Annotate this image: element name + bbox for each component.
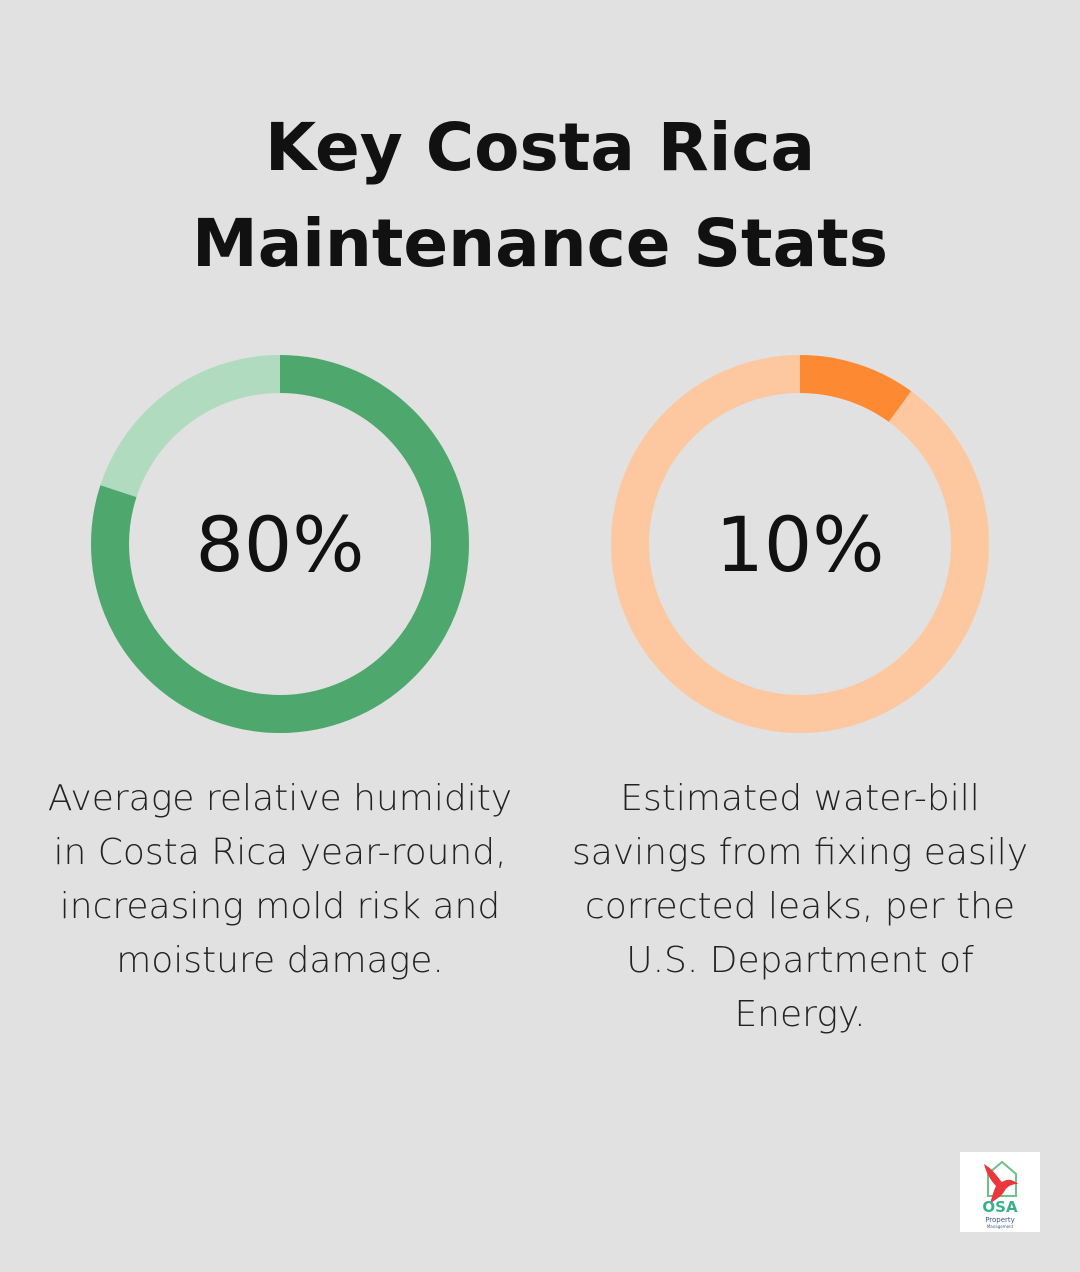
title-line-2: Maintenance Stats bbox=[192, 205, 888, 282]
leak-description: Estimated water-bill savings from fixing… bbox=[571, 778, 1029, 1035]
svg-text:Property: Property bbox=[985, 1216, 1015, 1224]
humidity-description: Average relative humidity in Costa Rica … bbox=[47, 778, 513, 981]
donut-value-arc bbox=[611, 355, 989, 733]
leak-savings-donut: 10% bbox=[611, 355, 989, 733]
osa-logo: OSA Property Management bbox=[960, 1152, 1040, 1232]
humidity-donut: 80% bbox=[91, 355, 469, 733]
svg-text:OSA: OSA bbox=[982, 1198, 1018, 1216]
page-title: Key Costa Rica Maintenance Stats bbox=[0, 100, 1080, 292]
title-line-1: Key Costa Rica bbox=[265, 109, 815, 186]
donut-value-label: 10% bbox=[715, 499, 885, 589]
donut-value-label: 80% bbox=[195, 499, 365, 589]
donut-value-arc bbox=[91, 355, 469, 733]
svg-text:Management: Management bbox=[987, 1224, 1014, 1229]
